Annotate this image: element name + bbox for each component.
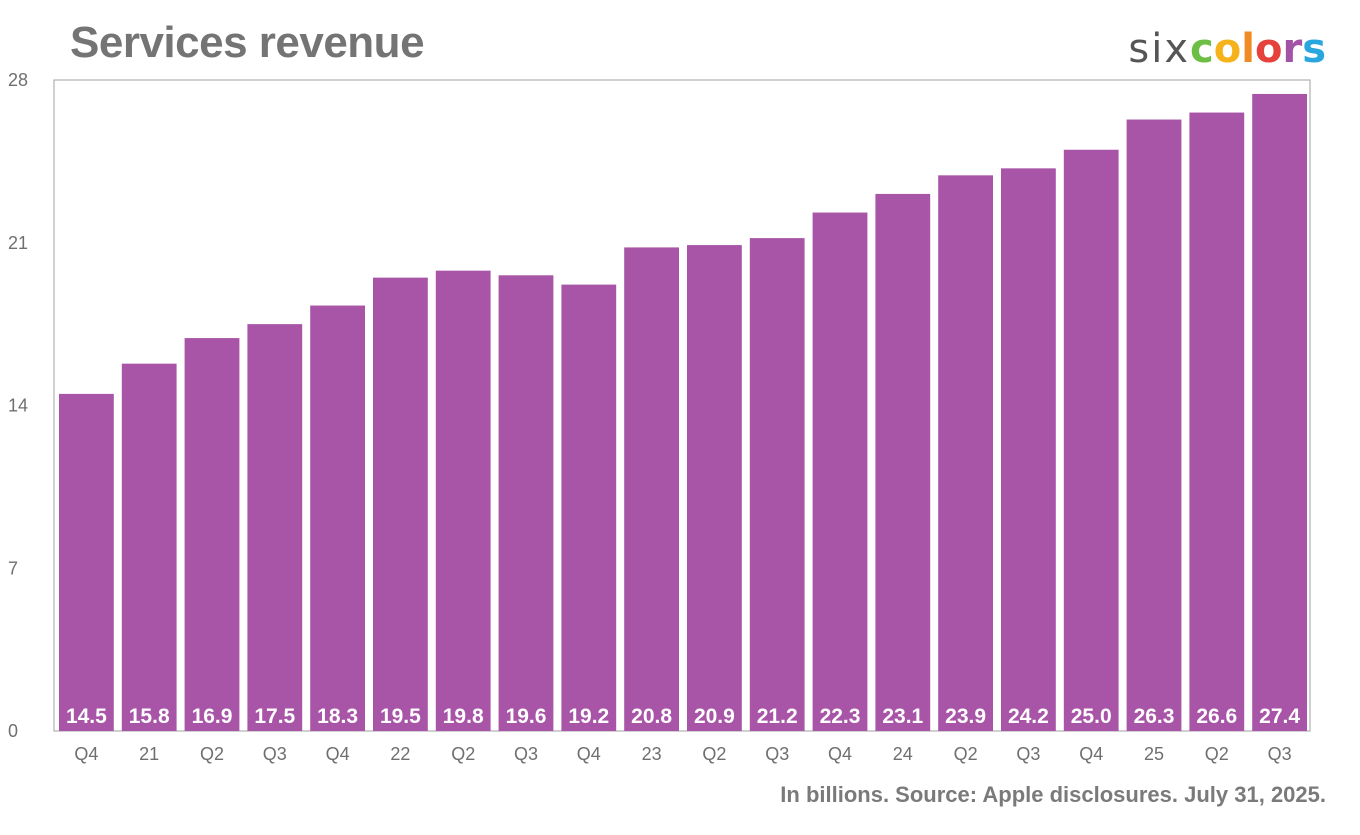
y-tick-label: 7	[8, 558, 18, 578]
logo-letter: s	[1302, 26, 1326, 72]
logo-colors: colors	[1190, 26, 1326, 72]
x-tick-label: Q2	[702, 744, 726, 764]
x-tick-label: Q4	[74, 744, 98, 764]
bar	[1189, 112, 1245, 732]
logo-letter: c	[1190, 26, 1214, 72]
bar	[184, 338, 240, 731]
bar	[310, 305, 365, 731]
bar-value-label: 24.2	[1008, 705, 1049, 728]
bar-value-label: 14.5	[66, 705, 107, 728]
bar-value-label: 20.8	[631, 705, 672, 728]
x-tick-label: Q2	[200, 744, 224, 764]
bar	[247, 324, 303, 731]
x-tick-label: Q4	[1079, 744, 1103, 764]
x-tick-label: 25	[1144, 744, 1164, 764]
x-tick-label: Q3	[263, 744, 287, 764]
x-tick-label: Q3	[1016, 744, 1040, 764]
x-tick-label: Q4	[326, 744, 350, 764]
y-tick-label: 21	[8, 233, 28, 253]
logo-letter: r	[1282, 26, 1303, 72]
bar	[938, 175, 993, 731]
logo-letter: o	[1254, 26, 1283, 72]
bar	[435, 270, 491, 731]
bar	[1063, 149, 1119, 731]
bar-value-label: 23.9	[945, 705, 986, 728]
bar-value-label: 19.5	[380, 705, 421, 728]
logo-letter: o	[1213, 26, 1242, 72]
bar	[1001, 168, 1056, 732]
bar	[624, 247, 679, 731]
x-tick-label: Q4	[828, 744, 852, 764]
bar-value-label: 17.5	[254, 705, 295, 728]
bar-value-label: 26.3	[1134, 705, 1175, 728]
bar	[561, 284, 617, 731]
bar-value-label: 27.4	[1259, 705, 1300, 728]
bar-value-label: 16.9	[192, 705, 233, 728]
bar-value-label: 19.2	[568, 705, 609, 728]
bar	[875, 193, 931, 732]
x-tick-label: Q3	[514, 744, 538, 764]
x-tick-label: Q4	[577, 744, 601, 764]
x-tick-label: 22	[390, 744, 410, 764]
x-tick-label: Q3	[765, 744, 789, 764]
x-tick-label: Q2	[954, 744, 978, 764]
bar	[59, 393, 114, 731]
bar-value-label: 25.0	[1071, 705, 1112, 728]
chart-title: Services revenue	[70, 18, 425, 67]
logo-letter: l	[1241, 26, 1255, 72]
bar-value-label: 15.8	[129, 705, 170, 728]
y-tick-label: 0	[8, 721, 18, 741]
x-tick-label: Q3	[1268, 744, 1292, 764]
bar-value-label: 22.3	[820, 705, 861, 728]
plot-frame	[53, 79, 1311, 732]
bar-value-label: 19.6	[506, 705, 547, 728]
x-tick-label: 24	[893, 744, 913, 764]
bar-value-label: 20.9	[694, 705, 735, 728]
bar	[1126, 119, 1182, 731]
bar	[812, 212, 868, 731]
bar-value-label: 18.3	[317, 705, 358, 728]
bar	[373, 277, 428, 731]
bar-value-label: 21.2	[757, 705, 798, 728]
bar	[687, 245, 742, 731]
bar	[749, 238, 805, 731]
bar	[1252, 93, 1307, 731]
y-tick-label: 14	[8, 396, 28, 416]
x-tick-label: Q2	[451, 744, 475, 764]
x-tick-label: 23	[642, 744, 662, 764]
bar-value-label: 19.8	[443, 705, 484, 728]
bar-value-label: 26.6	[1196, 705, 1237, 728]
bar-value-label: 23.1	[882, 705, 923, 728]
logo-six: six	[1128, 26, 1191, 72]
x-tick-label: 21	[139, 744, 159, 764]
x-tick-label: Q2	[1205, 744, 1229, 764]
sixcolors-logo: sixcolors	[1128, 26, 1326, 72]
source-note: In billions. Source: Apple disclosures. …	[780, 782, 1326, 807]
bar	[498, 275, 554, 731]
y-tick-label: 28	[8, 70, 28, 90]
bar	[121, 363, 177, 731]
